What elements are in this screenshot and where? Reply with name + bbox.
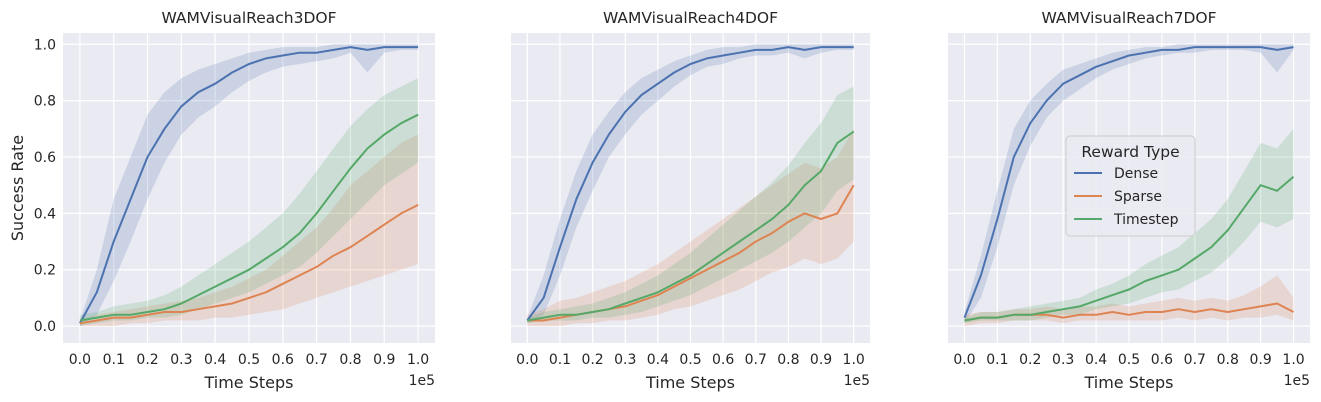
legend-label-timestep: Timestep (1113, 212, 1179, 228)
chart-title: WAMVisualReach7DOF (1041, 9, 1216, 27)
confidence-band-sparse (79, 134, 419, 327)
x-tick-label: 1.0 (407, 352, 429, 368)
x-offset-label: 1e5 (409, 373, 435, 389)
confidence-band-dense (527, 44, 854, 324)
confidence-band-sparse (964, 275, 1294, 327)
x-tick-label: 0.9 (373, 352, 395, 368)
y-tick-label: 0.6 (34, 150, 56, 166)
x-tick-label: 0.0 (516, 352, 538, 368)
x-axis-label: Time Steps (203, 373, 293, 392)
chart-title: WAMVisualReach4DOF (603, 9, 778, 27)
series-line-dense (526, 46, 854, 322)
legend: Reward Type Dense Sparse Timestep (1065, 135, 1196, 237)
x-tick-label: 0.9 (810, 352, 832, 368)
confidence-band-dense (964, 44, 1294, 324)
x-tick-label: 0.7 (306, 352, 328, 368)
y-axis-label: Success Rate (8, 135, 27, 241)
x-tick-label: 0.6 (712, 352, 734, 368)
x-tick-label: 0.8 (777, 352, 799, 368)
y-tick-label: 0.4 (34, 206, 56, 222)
x-tick-label: 0.8 (1217, 352, 1239, 368)
x-tick-label: 0.2 (136, 352, 158, 368)
x-tick-label: 0.7 (745, 352, 767, 368)
confidence-band-dense (79, 44, 419, 327)
chart-panel-1: 0.0 0.1 0.2 0.3 0.4 0.5 0.6 0.7 0.8 0.9 1.0 0.0 0.2 0… (8, 9, 435, 392)
x-tick-label: 0.5 (238, 352, 260, 368)
x-tick-label: 0.0 (953, 352, 975, 368)
y-tick-label: 1.0 (34, 37, 56, 53)
x-tick-label: 1.0 (1282, 352, 1304, 368)
x-tick-label: 0.5 (679, 352, 701, 368)
x-tick-label: 0.2 (581, 352, 603, 368)
x-tick-label: 0.6 (272, 352, 294, 368)
x-tick-label: 0.2 (1019, 352, 1041, 368)
confidence-band-timestep (79, 78, 419, 327)
x-offset-label: 1e5 (844, 373, 870, 389)
series-line-timestep (79, 113, 419, 322)
x-tick-label: 0.8 (339, 352, 361, 368)
x-tick-label: 0.3 (614, 352, 636, 368)
x-tick-label: 1.0 (843, 352, 865, 368)
x-tick-label: 0.4 (647, 352, 669, 368)
x-tick-label: 0.1 (986, 352, 1008, 368)
y-tick-label: 0.2 (34, 263, 56, 279)
legend-title: Reward Type (1081, 143, 1179, 161)
x-axis-label: Time Steps (645, 373, 735, 392)
x-tick-label: 0.3 (1052, 352, 1074, 368)
x-tick-label: 0.7 (1184, 352, 1206, 368)
x-offset-label: 1e5 (1284, 373, 1310, 389)
legend-box (1065, 135, 1196, 237)
series-line-sparse (79, 204, 419, 325)
chart-panel-2: 0.0 0.1 0.2 0.3 0.4 0.5 0.6 0.7 0.8 0.9 1.0 WAMVisu… (511, 9, 870, 392)
series-line-timestep (964, 175, 1295, 322)
legend-label-sparse: Sparse (1114, 189, 1162, 205)
x-tick-label: 0.3 (170, 352, 192, 368)
series-line-timestep (527, 130, 855, 322)
legend-label-dense: Dense (1114, 166, 1158, 182)
x-tick-label: 0.1 (549, 352, 571, 368)
y-tick-label: 0.0 (34, 319, 56, 335)
confidence-band-sparse (527, 128, 854, 327)
x-tick-label: 0.5 (1118, 352, 1140, 368)
x-tick-label: 0.9 (1250, 352, 1272, 368)
x-tick-label: 0.0 (69, 352, 91, 368)
x-tick-label: 0.6 (1151, 352, 1173, 368)
chart-title: WAMVisualReach3DOF (161, 9, 336, 27)
chart-panel-3: 0.0 0.1 0.2 0.3 0.4 0.5 0.6 0.7 0.8 0.9 1.0 WAMVisu… (948, 9, 1310, 392)
x-tick-label: 0.4 (204, 352, 226, 368)
series-line-dense (79, 46, 419, 324)
confidence-band-timestep (964, 128, 1294, 324)
y-tick-label: 0.8 (34, 94, 56, 110)
x-tick-label: 0.1 (103, 352, 125, 368)
series-line-dense (963, 46, 1294, 318)
x-axis-label: Time Steps (1083, 373, 1173, 392)
x-tick-label: 0.4 (1085, 352, 1107, 368)
